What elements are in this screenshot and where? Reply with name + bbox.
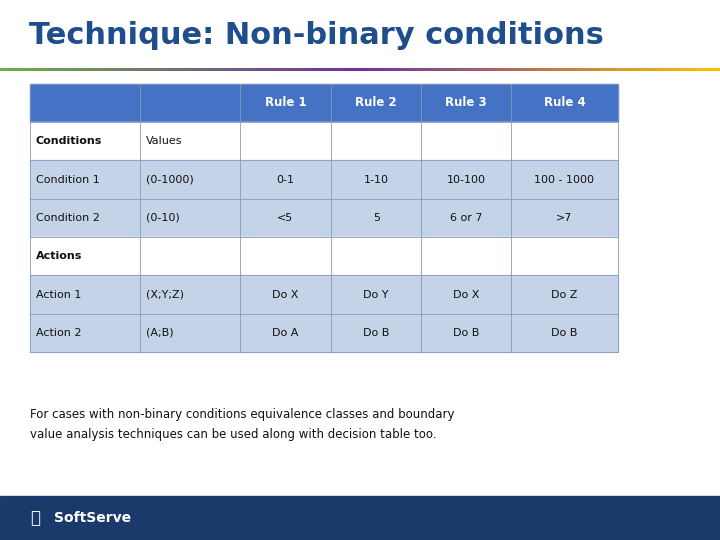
Bar: [30, 314, 140, 352]
Bar: [0, 496, 720, 540]
Bar: [511, 314, 618, 352]
Bar: [30, 275, 140, 314]
Bar: [331, 84, 421, 122]
Bar: [421, 199, 511, 237]
Bar: [240, 160, 331, 199]
Bar: [140, 314, 240, 352]
Text: Do B: Do B: [552, 328, 577, 338]
Text: Do Z: Do Z: [552, 289, 577, 300]
Bar: [30, 199, 140, 237]
Bar: [511, 199, 618, 237]
Bar: [140, 160, 240, 199]
Bar: [331, 275, 421, 314]
Text: Do B: Do B: [453, 328, 480, 338]
Bar: [331, 199, 421, 237]
Bar: [421, 84, 511, 122]
Bar: [331, 237, 421, 275]
Bar: [331, 314, 421, 352]
Bar: [240, 275, 331, 314]
Text: Actions: Actions: [36, 251, 82, 261]
Text: Condition 1: Condition 1: [36, 174, 100, 185]
Bar: [511, 160, 618, 199]
Text: Do X: Do X: [453, 289, 480, 300]
Bar: [240, 199, 331, 237]
Bar: [30, 122, 140, 160]
Text: For cases with non-binary conditions equivalence classes and boundary
value anal: For cases with non-binary conditions equ…: [30, 408, 455, 441]
Bar: [240, 237, 331, 275]
Bar: [421, 314, 511, 352]
Text: Do X: Do X: [272, 289, 299, 300]
Text: Do A: Do A: [272, 328, 299, 338]
Bar: [421, 122, 511, 160]
Text: 1-10: 1-10: [364, 174, 389, 185]
Text: <5: <5: [277, 213, 294, 223]
Bar: [240, 314, 331, 352]
Text: Action 1: Action 1: [36, 289, 81, 300]
Text: Action 2: Action 2: [36, 328, 81, 338]
Text: 0-1: 0-1: [276, 174, 294, 185]
Text: Rule 1: Rule 1: [265, 96, 306, 110]
Text: Rule 4: Rule 4: [544, 96, 585, 110]
Text: 6 or 7: 6 or 7: [450, 213, 482, 223]
Bar: [511, 122, 618, 160]
Bar: [30, 84, 140, 122]
Text: Technique: Non-binary conditions: Technique: Non-binary conditions: [29, 21, 603, 50]
Bar: [30, 237, 140, 275]
Bar: [331, 122, 421, 160]
Text: Conditions: Conditions: [36, 136, 102, 146]
Bar: [30, 160, 140, 199]
Text: Ⓢ: Ⓢ: [30, 509, 40, 527]
Bar: [421, 237, 511, 275]
Bar: [511, 275, 618, 314]
Text: SoftServe: SoftServe: [54, 511, 131, 525]
Bar: [331, 160, 421, 199]
Text: Values: Values: [146, 136, 183, 146]
Bar: [240, 84, 331, 122]
Text: Do B: Do B: [363, 328, 390, 338]
Bar: [240, 122, 331, 160]
Text: (X;Y;Z): (X;Y;Z): [146, 289, 184, 300]
Bar: [421, 275, 511, 314]
Text: 10-100: 10-100: [446, 174, 486, 185]
Bar: [140, 84, 240, 122]
Text: >7: >7: [557, 213, 572, 223]
Text: (0-10): (0-10): [146, 213, 180, 223]
Bar: [140, 122, 240, 160]
Text: Do Y: Do Y: [364, 289, 389, 300]
Bar: [421, 160, 511, 199]
Bar: [140, 275, 240, 314]
Text: Condition 2: Condition 2: [36, 213, 100, 223]
Bar: [140, 237, 240, 275]
Text: Rule 3: Rule 3: [446, 96, 487, 110]
Bar: [511, 84, 618, 122]
Bar: [511, 237, 618, 275]
Bar: [140, 199, 240, 237]
Text: Rule 2: Rule 2: [356, 96, 397, 110]
Text: 100 - 1000: 100 - 1000: [534, 174, 595, 185]
Text: 5: 5: [373, 213, 379, 223]
Text: (0-1000): (0-1000): [146, 174, 194, 185]
Text: (A;B): (A;B): [146, 328, 174, 338]
